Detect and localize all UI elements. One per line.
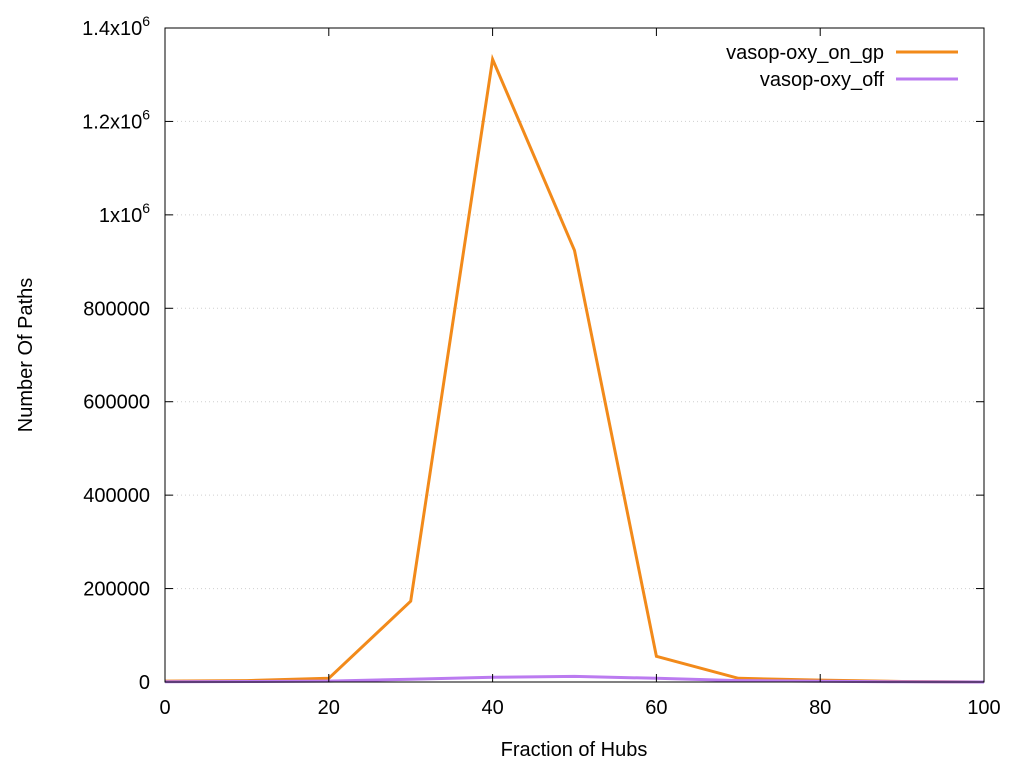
x-tick-label: 100: [967, 697, 1000, 719]
y-tick-label: 800000: [83, 298, 150, 320]
x-axis-tick-labels: 0 20 40 60 80 100: [159, 697, 1000, 719]
y-tick-label: 400000: [83, 485, 150, 507]
y-tick-label: 1.4x106: [82, 13, 150, 40]
y-tick-label-base: 1x10: [99, 205, 142, 227]
y-axis-title: Number Of Paths: [15, 278, 37, 433]
y-tick-label: 1x106: [99, 200, 150, 227]
legend: vasop-oxy_on_gp vasop-oxy_off: [726, 42, 958, 91]
gridlines: [165, 120, 984, 590]
axis-ticks: [164, 27, 985, 683]
x-tick-label: 40: [481, 697, 503, 719]
y-tick-label-base: 1.4x10: [82, 18, 142, 40]
x-tick-label: 0: [159, 697, 170, 719]
x-axis-title: Fraction of Hubs: [501, 739, 648, 761]
x-tick-label: 20: [318, 697, 340, 719]
y-tick-label: 1.2x106: [82, 106, 150, 133]
legend-label: vasop-oxy_on_gp: [726, 42, 884, 64]
y-tick-label: 600000: [83, 392, 150, 414]
series-lines: [164, 53, 985, 684]
series-line-2: [164, 674, 985, 684]
y-axis-tick-labels: 02000004000006000008000001x1061.2x1061.4…: [82, 13, 150, 694]
legend-label: vasop-oxy_off: [760, 69, 885, 91]
x-tick-label: 80: [809, 697, 831, 719]
y-tick-label-exponent: 6: [142, 200, 150, 216]
y-tick-label-base: 1.2x10: [82, 111, 142, 133]
y-tick-label: 0: [139, 672, 150, 694]
plot-frame: [164, 27, 985, 683]
x-tick-label: 60: [645, 697, 667, 719]
y-tick-label: 200000: [83, 579, 150, 601]
y-tick-label-exponent: 6: [142, 13, 150, 29]
y-tick-label-exponent: 6: [142, 106, 150, 122]
